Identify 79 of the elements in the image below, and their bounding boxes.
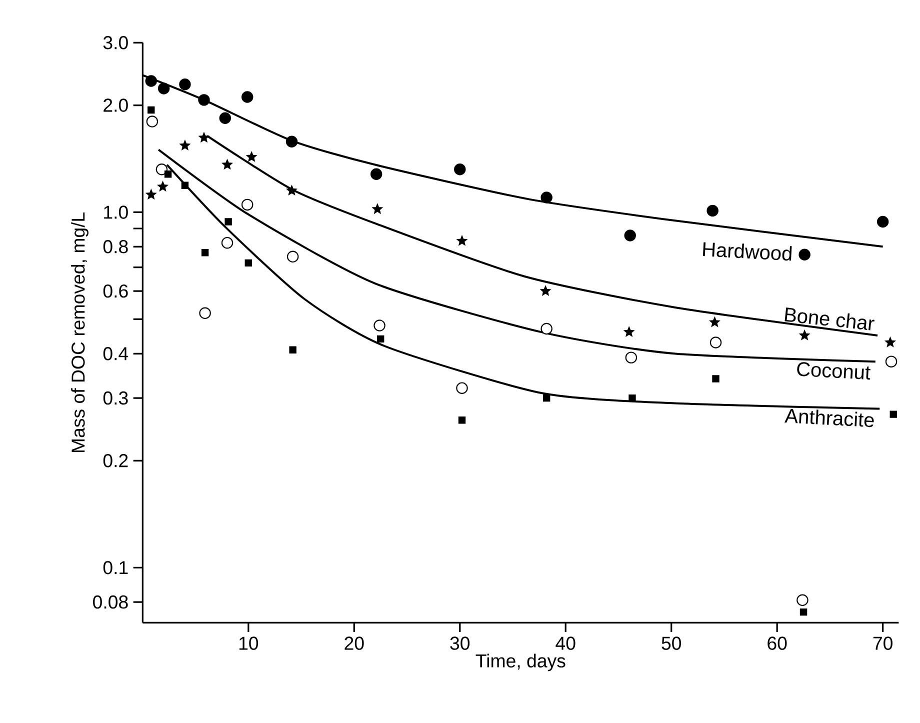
point — [241, 91, 254, 104]
y-tick-label: 0.4 — [103, 347, 128, 360]
y-tick-label: 0.1 — [103, 561, 128, 574]
y-tick-label: 0.2 — [103, 454, 128, 468]
point — [156, 164, 168, 176]
point — [246, 152, 257, 162]
point — [198, 94, 210, 106]
y-tick-label: 0.08 — [93, 596, 128, 609]
point — [148, 106, 155, 114]
point — [540, 286, 550, 296]
point — [241, 198, 254, 211]
point — [624, 230, 636, 242]
y-tick-label: 0.3 — [103, 392, 128, 405]
point — [372, 204, 382, 214]
point — [624, 327, 634, 337]
point — [800, 330, 810, 340]
x-tick-label: 70 — [873, 636, 892, 650]
point — [798, 248, 810, 261]
point — [199, 307, 211, 320]
point — [712, 375, 720, 382]
point — [458, 416, 466, 424]
point — [286, 250, 299, 263]
point — [456, 382, 468, 394]
point — [201, 249, 209, 256]
point — [457, 236, 467, 246]
series-label: Coconut — [797, 362, 870, 380]
y-tick-label: 1.0 — [104, 206, 128, 219]
point — [179, 78, 191, 90]
point — [219, 112, 232, 124]
text: Bone char — [784, 308, 874, 330]
point — [146, 190, 156, 200]
point — [625, 352, 638, 364]
point — [158, 82, 170, 94]
point — [890, 410, 897, 418]
point — [180, 140, 190, 150]
x-tick-label: 30 — [450, 636, 470, 650]
point — [710, 336, 722, 349]
point — [145, 75, 157, 88]
point — [540, 323, 552, 335]
point — [376, 335, 384, 343]
point — [286, 136, 298, 148]
point — [628, 394, 636, 402]
point — [181, 182, 189, 190]
x-tick-label: 50 — [662, 636, 682, 650]
point — [222, 160, 232, 170]
y-tick-label: 0.6 — [103, 284, 128, 298]
y-tick-label: 0.8 — [103, 240, 128, 254]
point — [540, 192, 552, 204]
point — [164, 170, 172, 178]
x-tick-label: 10 — [239, 636, 258, 650]
point — [289, 346, 296, 354]
point — [158, 182, 168, 192]
x-tick-label: 40 — [556, 636, 576, 650]
point — [710, 317, 720, 327]
point — [374, 320, 386, 332]
point — [885, 337, 896, 347]
point — [706, 204, 718, 217]
point — [885, 356, 898, 368]
x-axis-title: Time, days — [476, 654, 566, 672]
series-label: Anthracite — [784, 409, 874, 428]
point — [370, 168, 382, 180]
line-series — [158, 148, 876, 363]
y-tick-label: 2.0 — [104, 98, 128, 112]
x-tick-label: 60 — [768, 636, 787, 650]
point — [454, 164, 466, 176]
point — [146, 116, 158, 128]
point — [199, 132, 209, 142]
y-tick-label: 3.0 — [103, 36, 128, 50]
point — [244, 260, 252, 267]
point — [221, 237, 234, 249]
point — [224, 218, 232, 226]
series-label: Hardwood — [702, 242, 792, 261]
point — [286, 186, 297, 196]
y-axis-title: Mass of DOC removed, mg/L — [71, 212, 88, 452]
point — [796, 594, 808, 606]
point — [542, 394, 550, 402]
point — [800, 608, 808, 616]
x-tick-label: 20 — [344, 636, 364, 650]
point — [876, 216, 889, 228]
